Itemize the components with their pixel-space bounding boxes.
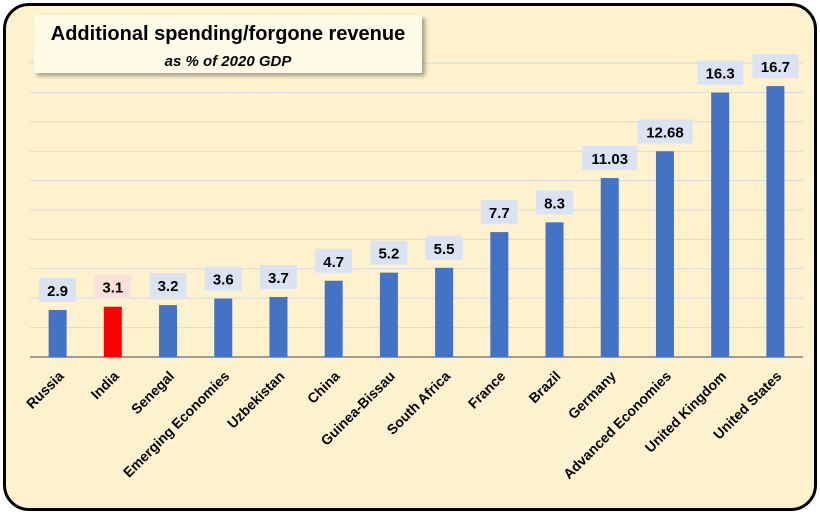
title-box: Additional spending/forgone revenue as %… [34,15,422,73]
x-tick-label: Germany [565,368,619,422]
x-tick-label: France [465,368,509,412]
data-label: 2.9 [47,283,68,300]
data-label-bg [39,277,77,302]
data-label-bg [536,190,574,215]
x-tick-label: Emerging Economies [120,368,233,481]
data-label: 3.1 [102,280,123,297]
chart-title: Additional spending/forgone revenue [50,23,406,45]
data-label-bg [149,273,187,298]
data-label-bg [480,200,518,225]
bar-united-states [766,86,785,357]
bar-south-africa [435,267,454,357]
data-label-bg [425,235,463,260]
bar-germany [600,178,619,357]
bar-guinea-bissau [379,272,398,357]
data-label-bg [370,240,408,265]
bar-advanced-economies [655,151,674,357]
x-tick-label: Russia [23,368,67,412]
data-label-bg [259,264,297,289]
data-label: 3.2 [158,278,179,295]
bar-brazil [545,222,564,357]
bar-chart: 2.9 Russia 3.1 India 3.2 Senegal 3.6 Emerging E… [23,54,803,482]
data-label: 16.7 [761,59,790,76]
bar-united-kingdom [711,92,730,358]
bar-senegal [159,305,178,357]
x-tick-label: Senegal [128,368,177,417]
x-tick-label: Brazil [525,368,563,406]
bar-uzbekistan [269,296,288,357]
data-label: 4.7 [323,254,344,271]
data-label-bg [315,248,353,273]
bar-emerging-economies [214,298,233,357]
x-tick-label: India [88,368,123,403]
x-tick-label: China [304,368,343,407]
data-label: 7.7 [489,205,510,222]
data-label-bg [637,119,693,144]
data-label: 5.5 [434,241,455,258]
data-label: 12.68 [646,124,684,141]
data-label: 8.3 [544,195,565,212]
data-label-bg [697,60,744,85]
bar-india [103,306,122,357]
data-label: 3.6 [213,272,234,289]
x-tick-label: Advanced Economies [560,368,674,482]
bar-france [490,232,509,357]
x-tick-label: Uzbekistan [224,368,288,432]
data-label: 5.2 [378,246,399,263]
bar-china [324,280,343,357]
data-label-bg [204,266,242,291]
data-label-bg [94,274,132,299]
data-label: 3.7 [268,270,289,287]
bar-russia [48,309,67,357]
data-label: 11.03 [591,151,628,168]
chart-subtitle: as % of 2020 GDP [164,53,292,70]
data-label-bg [582,146,638,171]
data-label: 16.3 [706,66,735,83]
data-label-bg [752,54,799,79]
chart-frame: 2.9 Russia 3.1 India 3.2 Senegal 3.6 Emerging E… [3,3,817,511]
